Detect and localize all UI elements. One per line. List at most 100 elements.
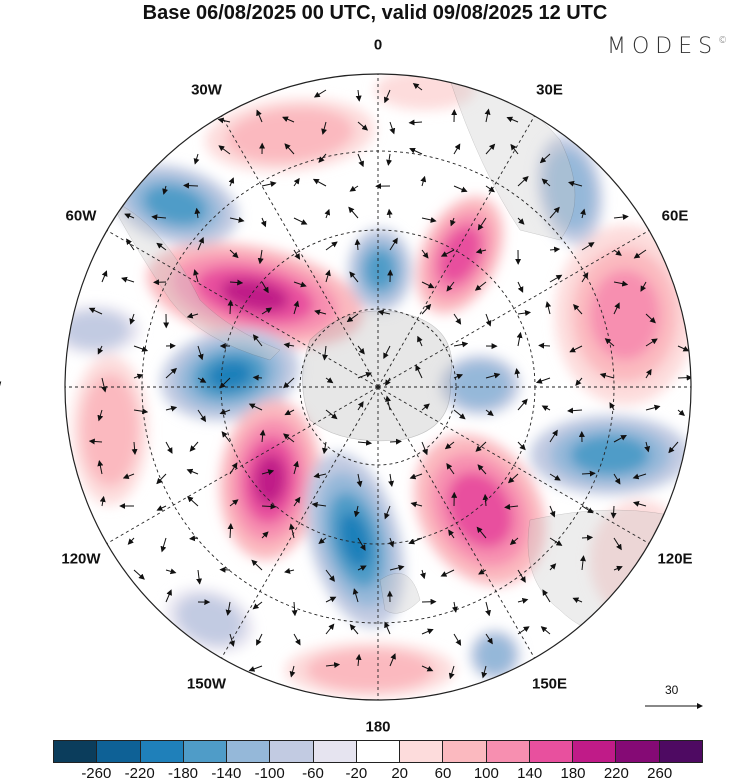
wind-arrow <box>421 303 432 315</box>
anomaly-contour <box>65 311 129 349</box>
wind-arrow <box>293 217 308 225</box>
wind-arrow <box>421 216 437 223</box>
wind-arrow <box>187 496 199 507</box>
wind-arrow <box>122 473 135 479</box>
wind-arrow <box>229 249 239 259</box>
wind-arrow <box>450 217 456 227</box>
wind-arrow <box>259 429 266 443</box>
wind-arrow <box>549 274 563 283</box>
wind-arrow <box>97 460 104 475</box>
wind-arrow <box>156 473 167 485</box>
wind-arrow <box>293 460 299 475</box>
wind-arrow <box>252 601 263 610</box>
anomaly-contour <box>450 362 510 408</box>
wind-arrow <box>613 249 622 256</box>
reference-vector-label: 30 <box>665 683 679 697</box>
anomaly-field <box>65 74 691 698</box>
wind-arrow <box>632 501 647 507</box>
wind-arrow <box>357 345 365 355</box>
wind-arrow <box>386 153 393 166</box>
colorbar-swatch <box>227 741 271 762</box>
wind-arrow <box>97 345 104 355</box>
colorbar-label: -220 <box>124 765 155 782</box>
wind-arrow <box>284 409 295 416</box>
wind-arrow <box>613 435 627 443</box>
wind-arrow <box>261 469 275 476</box>
wind-arrow <box>353 505 360 518</box>
wind-arrow <box>640 281 647 292</box>
wind-arrow <box>229 279 244 286</box>
wind-arrow <box>485 633 493 645</box>
wind-arrow <box>613 565 623 572</box>
wind-arrow <box>580 208 586 219</box>
wind-arrow <box>325 377 334 384</box>
colorbar-label: -140 <box>211 765 242 782</box>
wind-arrow <box>321 441 328 455</box>
wind-arrow <box>451 601 458 613</box>
wind-arrow <box>217 117 231 124</box>
colorbar-swatch <box>443 741 487 762</box>
wind-arrow <box>549 537 563 546</box>
colorbar-swatch <box>97 741 141 762</box>
wind-arrow <box>478 568 487 575</box>
wind-arrow <box>121 276 135 283</box>
wind-arrow <box>318 537 327 545</box>
anomaly-contour <box>253 454 287 506</box>
wind-arrow <box>261 503 277 510</box>
wind-arrow <box>284 568 295 574</box>
wind-arrow <box>549 505 556 518</box>
longitude-label: 120W <box>61 550 101 567</box>
wind-arrow <box>409 147 423 155</box>
wind-arrow <box>186 468 199 475</box>
wind-arrow <box>88 438 103 445</box>
wind-arrow <box>248 403 263 411</box>
wind-arrow <box>481 665 488 679</box>
wind-arrow <box>131 441 138 456</box>
wind-arrow <box>228 177 235 187</box>
wind-arrow <box>517 175 529 187</box>
longitude-label: 60E <box>661 207 689 224</box>
wind-arrow <box>313 89 327 98</box>
colorbar-label: 220 <box>603 765 629 782</box>
wind-arrow <box>346 313 359 323</box>
wind-arrow <box>581 470 596 477</box>
wind-arrow <box>581 242 595 251</box>
wind-arrow <box>357 537 366 551</box>
wind-arrow <box>477 217 487 231</box>
wind-arrow <box>580 555 586 571</box>
wind-arrow <box>383 89 391 104</box>
wind-arrow <box>389 564 405 571</box>
wind-arrow <box>453 373 464 380</box>
wind-arrow <box>218 145 231 155</box>
colorbar-swatch <box>573 741 617 762</box>
wind-arrow <box>609 402 616 411</box>
wind-arrow <box>415 364 423 379</box>
wind-arrow <box>357 401 364 411</box>
wind-arrow <box>261 181 277 187</box>
colorbar-label: 60 <box>434 765 452 782</box>
wind-arrow <box>383 345 391 360</box>
wind-arrow <box>160 537 167 553</box>
wind-arrow <box>613 537 622 551</box>
anomaly-contour <box>476 636 514 674</box>
wind-arrow <box>572 597 583 604</box>
longitude-label: 150W <box>186 675 227 693</box>
wind-arrow <box>549 563 557 571</box>
map-boundary <box>64 73 692 701</box>
wind-arrow <box>352 588 359 603</box>
wind-arrow <box>186 312 199 319</box>
wind-arrow <box>133 569 145 580</box>
wind-arrow <box>293 300 300 315</box>
wind-arrow <box>568 180 583 187</box>
wind-arrow <box>377 309 391 316</box>
wind-arrow <box>485 601 491 617</box>
wind-arrow <box>644 441 651 453</box>
anomaly-contour <box>447 472 513 548</box>
wind-arrow <box>227 299 234 315</box>
wind-arrow <box>289 665 296 678</box>
wind-arrow <box>475 441 487 452</box>
wind-arrow <box>126 238 135 251</box>
wind-arrow <box>221 431 231 443</box>
wind-arrow <box>575 377 583 386</box>
wind-arrow <box>314 309 327 316</box>
